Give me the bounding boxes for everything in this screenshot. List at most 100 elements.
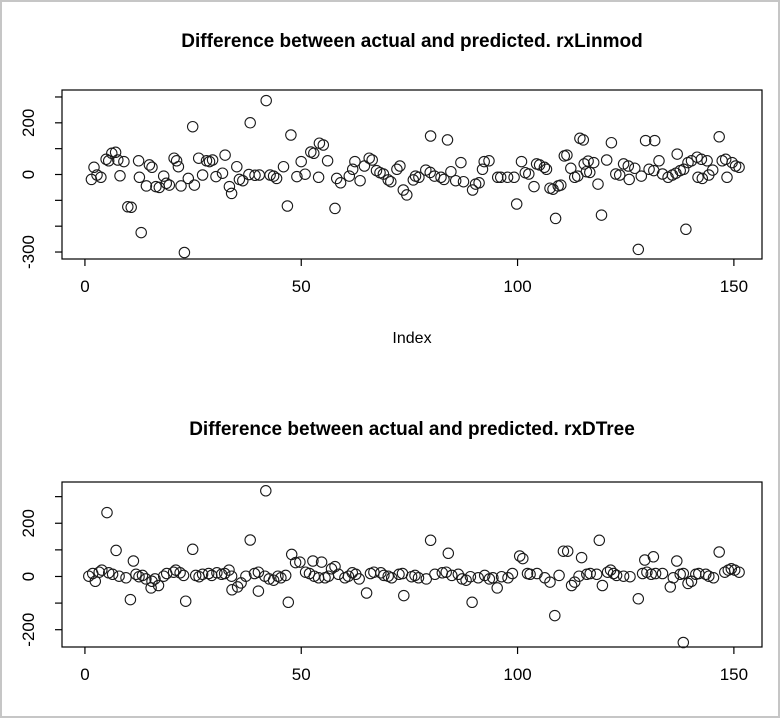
- scatter-point: [210, 170, 222, 183]
- scatter-point: [281, 200, 294, 212]
- scatter-point: [378, 569, 390, 582]
- scatter-point: [260, 485, 272, 497]
- scatter-point: [113, 570, 125, 582]
- scatter-point: [106, 568, 119, 581]
- scatter-point: [424, 166, 436, 179]
- scatter-point: [553, 569, 565, 582]
- scatter-point: [240, 570, 252, 582]
- scatter-point: [413, 171, 425, 184]
- scatter-point: [218, 567, 231, 580]
- x-tick-label: 100: [503, 277, 531, 296]
- scatter-point: [610, 569, 623, 582]
- x-tick-label: 150: [720, 277, 748, 296]
- scatter-point: [557, 545, 570, 557]
- scatter-point: [329, 202, 341, 215]
- scatter-point: [226, 584, 238, 596]
- scatter-point: [695, 153, 708, 166]
- scatter-point: [685, 575, 698, 588]
- scatter-point: [531, 567, 543, 580]
- scatter-point: [483, 155, 495, 167]
- scatter-point: [267, 170, 280, 182]
- scatter-point: [177, 569, 190, 582]
- scatter-point: [584, 166, 596, 179]
- scatter-point: [329, 560, 341, 573]
- scatter-point: [146, 575, 158, 588]
- scatter-point: [476, 163, 489, 176]
- scatter-point: [584, 567, 596, 580]
- scatter-point: [163, 179, 176, 191]
- scatter-point: [118, 155, 130, 168]
- scatter-point: [110, 544, 122, 557]
- scatter-point: [707, 572, 720, 584]
- scatter-point: [446, 569, 458, 582]
- scatter-point: [244, 534, 256, 546]
- scatter-point: [528, 180, 540, 193]
- scatter-point: [424, 130, 437, 142]
- scatter-point: [289, 556, 302, 569]
- scatter-point: [523, 168, 535, 180]
- scatter-point: [334, 177, 347, 189]
- scatter-point: [202, 567, 215, 580]
- scatter-point: [279, 569, 292, 582]
- scatter-point: [517, 552, 529, 565]
- scatter-point: [100, 153, 112, 166]
- scatter-point: [706, 164, 719, 176]
- scatter-point: [260, 94, 272, 107]
- scatter-point: [549, 212, 562, 225]
- scatter-point: [252, 566, 265, 578]
- scatter-point: [573, 570, 585, 582]
- scatter-point: [88, 161, 100, 174]
- scatter-point: [487, 572, 499, 584]
- scatter-point: [196, 169, 209, 181]
- scatter-point: [623, 173, 635, 186]
- x-axis-label: Index: [392, 330, 431, 347]
- scatter-point: [719, 153, 732, 166]
- scatter-point: [677, 163, 690, 176]
- scatter-point: [112, 154, 124, 166]
- scatter-point: [577, 134, 590, 146]
- plot-title: Difference between actual and predicted.…: [189, 419, 635, 440]
- scatter-point: [508, 171, 520, 184]
- scatter-point: [385, 175, 397, 188]
- scatter-point: [391, 163, 403, 176]
- scatter-point: [629, 162, 641, 175]
- scatter-point: [178, 246, 191, 259]
- scatter-point: [170, 155, 183, 167]
- scatter-point: [595, 209, 608, 221]
- scatter-point: [93, 566, 105, 578]
- scatter-point: [342, 570, 355, 582]
- scatter-point: [568, 576, 581, 588]
- scatter-point: [645, 568, 657, 581]
- scatter-point: [538, 161, 551, 174]
- scatter-point: [223, 180, 236, 193]
- scatter-point: [179, 595, 192, 607]
- scatter-point: [193, 570, 205, 583]
- scatter-point: [308, 147, 320, 160]
- scatter-point: [424, 534, 437, 547]
- scatter-point: [733, 566, 745, 578]
- scatter-point: [277, 160, 290, 173]
- scatter-point: [349, 155, 361, 168]
- scatter-point: [282, 596, 295, 609]
- x-tick-label: 0: [80, 277, 89, 296]
- scatter-point: [143, 159, 156, 171]
- scatter-point: [225, 187, 238, 200]
- scatter-point: [703, 570, 715, 582]
- scatter-point: [363, 152, 375, 164]
- scatter-point: [366, 154, 378, 166]
- scatter-point: [140, 573, 152, 585]
- scatter-point: [622, 160, 635, 172]
- scatter-point: [590, 568, 603, 581]
- scatter-point: [540, 163, 553, 176]
- scatter-point: [149, 573, 161, 585]
- scatter-point: [582, 155, 594, 167]
- x-tick-label: 150: [720, 665, 748, 684]
- scatter-point: [270, 172, 283, 185]
- scatter-point: [135, 226, 147, 239]
- scatter-point: [575, 551, 588, 564]
- scatter-point: [294, 556, 306, 568]
- scatter-point: [494, 171, 507, 184]
- scatter-point: [632, 243, 645, 256]
